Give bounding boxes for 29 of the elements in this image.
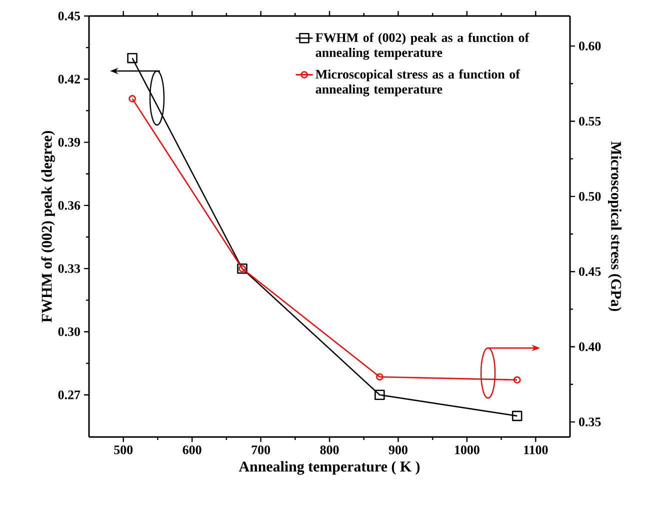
x-tick-label: 700	[252, 446, 270, 454]
x-tick-label: 500	[114, 446, 133, 454]
x-tick-label: 600	[182, 446, 202, 454]
y2-tick-label: 0.50	[579, 192, 601, 201]
point	[127, 52, 138, 64]
point	[376, 373, 384, 380]
legend-label: Microscopical stress as a function of annealing temperature	[316, 69, 520, 96]
y-tick-label: 0.39	[58, 138, 80, 147]
y2-tick-label: 0.60	[579, 42, 601, 50]
y2-tick-label: 0.45	[579, 267, 601, 276]
x-tick-label: 1000	[455, 446, 480, 454]
point	[512, 410, 522, 422]
y-tick-label: 0.33	[58, 264, 80, 273]
x-axis-title: Annealing temperature ( K )	[238, 461, 420, 475]
y-axis-title: FWHM of (002) peak (degree)	[41, 130, 55, 322]
y2-tick-label: 0.35	[579, 418, 601, 426]
x-tick-label: 800	[320, 446, 339, 454]
point	[374, 390, 385, 400]
y-tick-label: 0.42	[58, 74, 80, 84]
y2-axis-title: Microscopical stress (GPa)	[608, 142, 622, 312]
y-tick-label: 0.45	[58, 12, 80, 20]
y2-tick-label: 0.55	[579, 116, 601, 126]
x-tick-label: 1100	[524, 446, 548, 454]
y-tick-label: 0.36	[58, 201, 80, 210]
legend-label: FWHM of (002) peak as a function of annealing temperature	[316, 32, 530, 60]
y-tick-label: 0.27	[58, 390, 80, 400]
y-tick-label: 0.30	[58, 327, 80, 336]
y2-tick-label: 0.40	[579, 342, 601, 352]
x-tick-label: 900	[388, 446, 408, 454]
